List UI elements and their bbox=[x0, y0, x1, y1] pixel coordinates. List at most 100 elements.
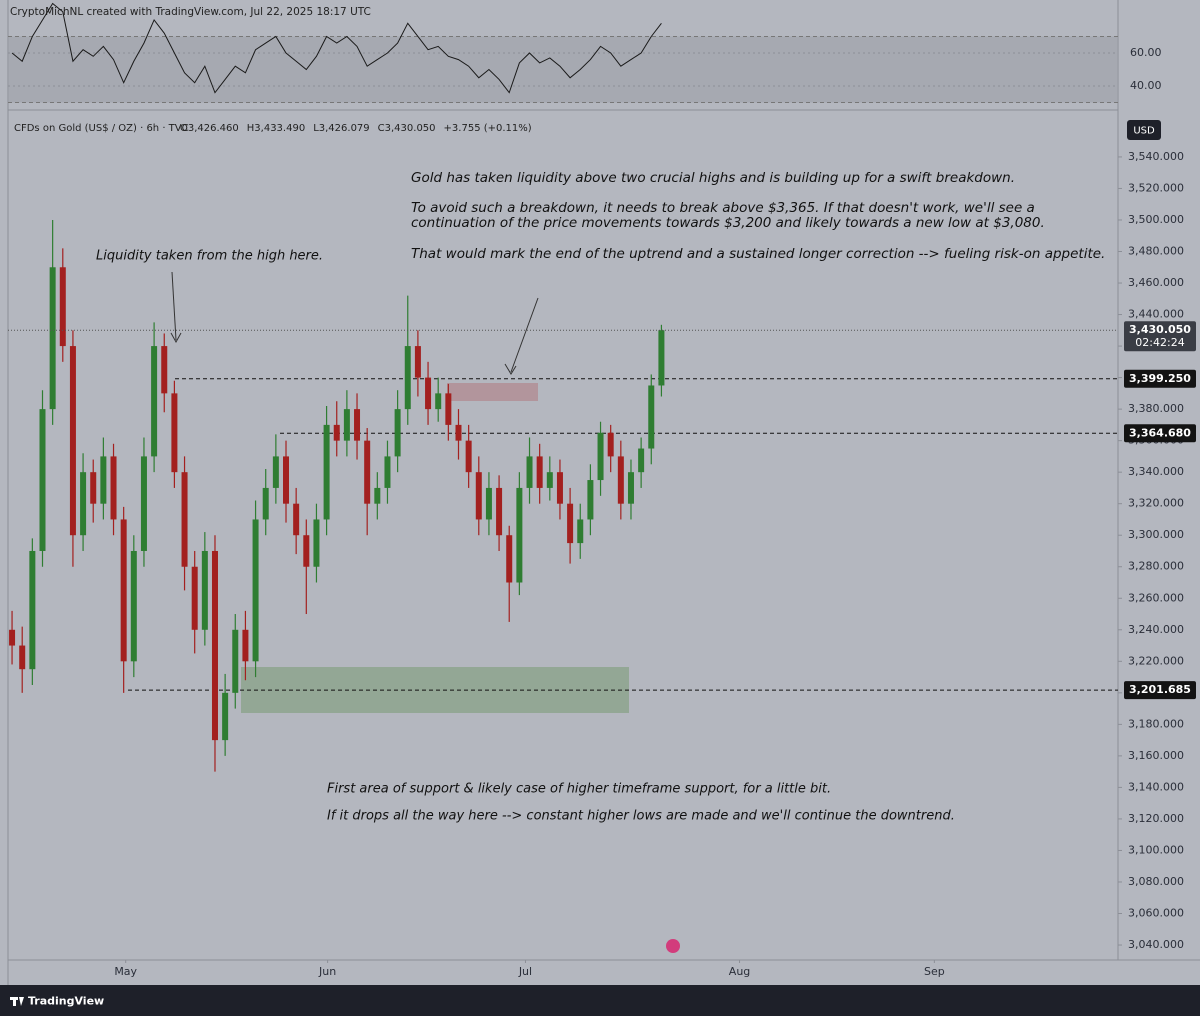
candle-body bbox=[181, 472, 188, 567]
y-tick-label: 3,480.000 bbox=[1128, 245, 1184, 258]
candle-body bbox=[638, 448, 645, 473]
level-label-box bbox=[1124, 424, 1196, 443]
candle-body bbox=[211, 550, 218, 741]
current-price-label: 3,430.050 bbox=[1129, 323, 1191, 336]
annotation: Gold has taken liquidity above two cruci… bbox=[411, 170, 1015, 186]
y-tick-label: 3,260.000 bbox=[1128, 591, 1184, 604]
candle-body bbox=[627, 472, 634, 504]
candle-body bbox=[69, 346, 76, 536]
candle-body bbox=[475, 472, 482, 520]
candle-body bbox=[587, 480, 594, 520]
x-tick-label: Jun bbox=[318, 965, 336, 978]
candle-body bbox=[161, 346, 168, 394]
candle-body bbox=[435, 393, 442, 410]
legend-value: L3,426.079 bbox=[313, 123, 369, 134]
countdown: 02:42:24 bbox=[1135, 336, 1184, 349]
y-tick-label: 3,160.000 bbox=[1128, 749, 1184, 762]
candle-body bbox=[374, 487, 381, 504]
candle-body bbox=[425, 377, 432, 410]
candle-body bbox=[445, 393, 452, 425]
y-tick-label: 3,340.000 bbox=[1128, 465, 1184, 478]
currency-box bbox=[1127, 120, 1161, 140]
candle-body bbox=[49, 267, 56, 410]
currency: USD bbox=[1133, 126, 1155, 137]
candle-body bbox=[333, 424, 340, 441]
candle-body bbox=[130, 550, 137, 662]
candle-body bbox=[455, 424, 462, 441]
candle-body bbox=[465, 440, 472, 473]
candle-body bbox=[506, 535, 513, 583]
legend-value: +3.755 (+0.11%) bbox=[444, 123, 532, 134]
candle-body bbox=[648, 385, 655, 449]
annotation: That would mark the end of the uptrend a… bbox=[411, 246, 1105, 262]
candle-body bbox=[59, 267, 66, 347]
rsi-line bbox=[11, 2, 662, 94]
y-tick-label: 3,220.000 bbox=[1128, 654, 1184, 667]
y-tick-label: 3,520.000 bbox=[1128, 181, 1184, 194]
legend-value: C3,430.050 bbox=[378, 123, 436, 134]
y-tick-label: 3,240.000 bbox=[1128, 623, 1184, 636]
level-label: 3,201.685 bbox=[1129, 683, 1191, 696]
x-tick-label: May bbox=[114, 965, 137, 978]
candle-body bbox=[556, 472, 563, 504]
y-tick-label: 3,540.000 bbox=[1128, 150, 1184, 163]
candle-body bbox=[526, 456, 533, 488]
y-tick-label: 3,060.000 bbox=[1128, 907, 1184, 920]
candle-body bbox=[293, 503, 300, 536]
candle-body bbox=[222, 692, 229, 741]
resistance-zone bbox=[447, 383, 538, 401]
candle-body bbox=[80, 472, 87, 536]
candle-body bbox=[577, 519, 584, 544]
symbol: CFDs on Gold (US$ / OZ) · 6h · TVC bbox=[14, 123, 189, 134]
y-tick-label: 3,300.000 bbox=[1128, 528, 1184, 541]
y-tick-label: 3,380.000 bbox=[1128, 402, 1184, 415]
annotation: Liquidity taken from the high here. bbox=[96, 249, 323, 264]
y-tick-label: 3,140.000 bbox=[1128, 780, 1184, 793]
candle-body bbox=[496, 487, 503, 536]
candle-body bbox=[140, 456, 147, 551]
candle-body bbox=[485, 487, 492, 520]
y-tick-label: 3,040.000 bbox=[1128, 938, 1184, 951]
candle-body bbox=[29, 550, 36, 670]
candle-body bbox=[323, 424, 330, 520]
candle-body bbox=[252, 519, 259, 662]
candle-body bbox=[404, 346, 411, 410]
annotation: continuation of the price movements towa… bbox=[411, 215, 1045, 231]
candle-body bbox=[617, 456, 624, 504]
level-label-box bbox=[1124, 369, 1196, 388]
candle-body bbox=[232, 629, 239, 693]
y-tick-label: 3,120.000 bbox=[1128, 812, 1184, 825]
level-label-box bbox=[1124, 681, 1196, 700]
y-tick-label: 3,500.000 bbox=[1128, 213, 1184, 226]
candle-body bbox=[39, 409, 46, 551]
candle-body bbox=[171, 393, 178, 473]
brand: TradingView bbox=[28, 995, 104, 1008]
candle-body bbox=[516, 487, 523, 583]
candle-body bbox=[536, 456, 543, 488]
legend-value: H3,433.490 bbox=[247, 123, 305, 134]
y-tick-label: 3,080.000 bbox=[1128, 875, 1184, 888]
candle-body bbox=[120, 519, 127, 662]
candle-body bbox=[384, 456, 391, 488]
candle-body bbox=[607, 432, 614, 457]
candle-body bbox=[9, 629, 16, 646]
candle-body bbox=[262, 487, 269, 520]
level-label: 3,364.680 bbox=[1129, 426, 1191, 439]
candle-body bbox=[303, 535, 310, 567]
y-tick-label: 3,180.000 bbox=[1128, 717, 1184, 730]
current-price-box bbox=[1124, 321, 1196, 352]
annotation: To avoid such a breakdown, it needs to b… bbox=[411, 200, 1035, 216]
arrows bbox=[170, 271, 539, 375]
footer-bar bbox=[0, 985, 1200, 1016]
legend-value: O3,426.460 bbox=[180, 123, 239, 134]
candle-body bbox=[313, 519, 320, 567]
candle-body bbox=[90, 472, 97, 504]
x-tick-label: Jul bbox=[518, 965, 532, 978]
bolt-icon[interactable] bbox=[666, 939, 680, 953]
y-tick-label: 3,320.000 bbox=[1128, 497, 1184, 510]
candle-body bbox=[191, 566, 198, 630]
candle-body bbox=[272, 456, 279, 488]
level-label: 3,399.250 bbox=[1129, 372, 1191, 385]
